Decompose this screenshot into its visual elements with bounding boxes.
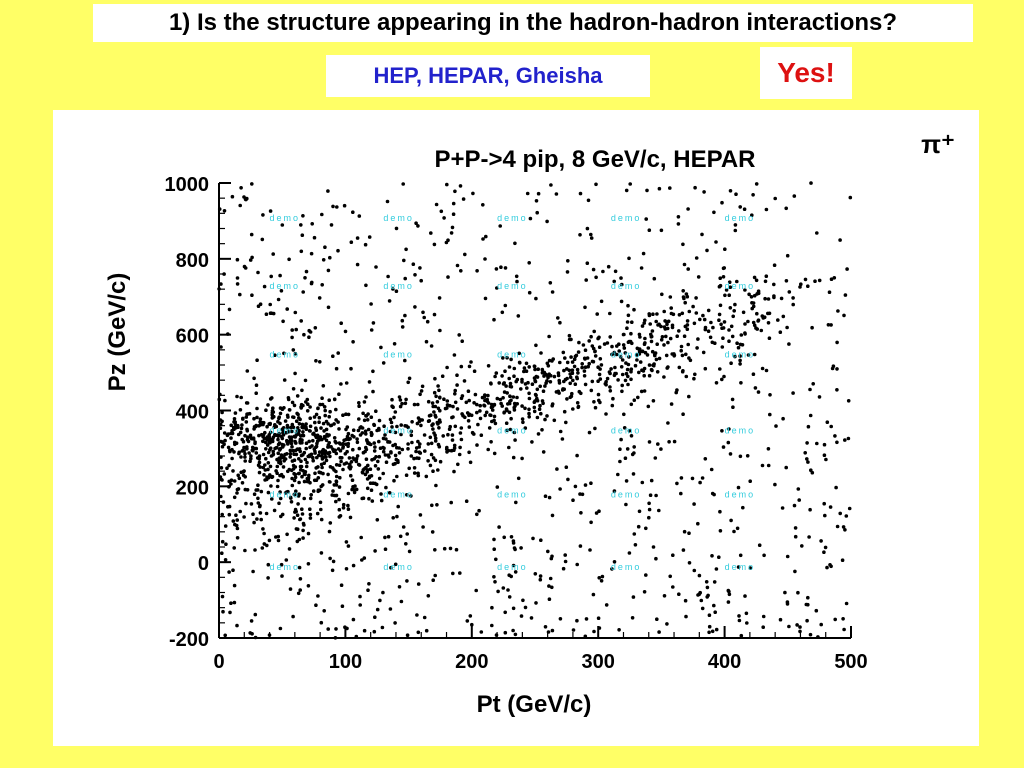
watermark-label: demo	[270, 490, 301, 500]
watermark-label: demo	[270, 425, 301, 435]
chart-title: P+P->4 pip, 8 GeV/c, HEPAR	[435, 146, 756, 173]
watermark-label: demo	[611, 349, 642, 359]
y-tick-label: 1000	[165, 174, 210, 196]
watermark-label: demo	[725, 213, 756, 223]
watermark-label: demo	[611, 490, 642, 500]
y-tick-label: 400	[176, 402, 209, 424]
watermark-label: demo	[725, 425, 756, 435]
chart-panel: P+P->4 pip, 8 GeV/c, HEPAR π⁺ demo demo de…	[53, 110, 979, 746]
watermark-label: demo	[383, 349, 414, 359]
x-tick-label: 100	[329, 651, 362, 673]
watermarks: demo demo demo demo demo demo demo demo demo demo…	[270, 213, 756, 572]
watermark-label: demo	[725, 349, 756, 359]
x-tick-label: 400	[708, 651, 741, 673]
y-tick-label: 600	[176, 326, 209, 348]
y-tick-label: 200	[176, 477, 209, 499]
scatter-chart: P+P->4 pip, 8 GeV/c, HEPAR π⁺ demo demo de…	[104, 129, 955, 718]
watermark-label: demo	[497, 213, 528, 223]
watermark-label: demo	[383, 490, 414, 500]
y-tick-label: 800	[176, 250, 209, 272]
watermark-label: demo	[497, 281, 528, 291]
watermark-label: demo	[497, 490, 528, 500]
x-axis-label: Pt (GeV/c)	[477, 691, 592, 718]
watermark-label: demo	[497, 349, 528, 359]
watermark-label: demo	[270, 281, 301, 291]
watermark-label: demo	[497, 562, 528, 572]
watermark-label: demo	[270, 349, 301, 359]
watermark-label: demo	[383, 281, 414, 291]
x-tick-label: 500	[834, 651, 867, 673]
x-tick-label: 200	[455, 651, 488, 673]
watermark-label: demo	[611, 213, 642, 223]
watermark-label: demo	[383, 562, 414, 572]
scatter-point-cloud	[217, 181, 853, 640]
watermark-label: demo	[497, 425, 528, 435]
x-tick-label: 300	[582, 651, 615, 673]
watermark-label: demo	[725, 562, 756, 572]
watermark-label: demo	[383, 425, 414, 435]
watermark-label: demo	[725, 281, 756, 291]
answer-text: Yes!	[777, 57, 835, 88]
watermark-label: demo	[725, 490, 756, 500]
sources-text: HEP, HEPAR, Gheisha	[373, 63, 603, 88]
question-text: 1) Is the structure appearing in the had…	[168, 9, 898, 36]
watermark-label: demo	[270, 213, 301, 223]
watermark-label: demo	[611, 281, 642, 291]
scatter-points	[217, 181, 853, 640]
watermark-label: demo	[611, 562, 642, 572]
sources-banner: HEP, HEPAR, Gheisha	[326, 55, 650, 97]
question-banner: 1) Is the structure appearing in the had…	[93, 4, 973, 42]
watermark-label: demo	[383, 213, 414, 223]
answer-banner: Yes!	[760, 47, 852, 99]
x-tick-label: 0	[213, 651, 224, 673]
y-axis-label: Pz (GeV/c)	[104, 273, 131, 392]
y-tick-label: 0	[198, 553, 209, 575]
watermark-label: demo	[270, 562, 301, 572]
particle-label: π⁺	[921, 129, 955, 159]
watermark-label: demo	[611, 425, 642, 435]
y-tick-label: -200	[169, 629, 209, 651]
